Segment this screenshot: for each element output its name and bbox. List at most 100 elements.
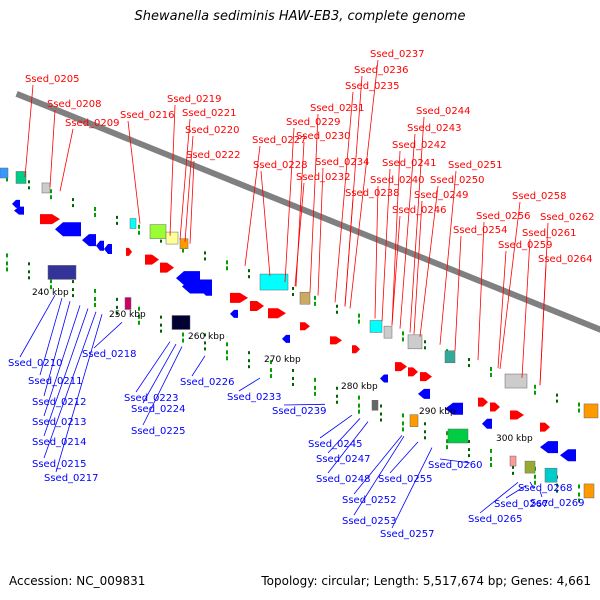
track-dot [402, 337, 404, 342]
track-dot [116, 311, 118, 315]
track-dot [446, 445, 448, 450]
gene-label: Ssed_0239 [272, 406, 327, 417]
track-dot [578, 408, 580, 413]
gene-label: Ssed_0220 [185, 125, 240, 136]
rna-feature [47, 265, 77, 280]
label-leaders [19, 59, 549, 529]
gene-label: Ssed_0261 [522, 228, 577, 239]
track-dot [424, 422, 426, 426]
track-dot [358, 395, 360, 400]
rna-feature [124, 297, 132, 310]
rna-feature [129, 218, 137, 229]
rna-feature [171, 315, 191, 330]
track-dot [116, 297, 118, 301]
track-dot [556, 399, 558, 403]
gene-label: Ssed_0233 [227, 392, 282, 403]
gene-label: Ssed_0244 [416, 106, 471, 117]
track-dot [50, 189, 52, 194]
gene-label: Ssed_0235 [345, 81, 400, 92]
rna-feature [583, 403, 599, 419]
track-dot [446, 439, 448, 444]
leader-line [413, 200, 423, 335]
track-dot [204, 333, 206, 337]
track-dot [28, 276, 30, 280]
track-dot [490, 462, 492, 467]
gene-label: Ssed_0245 [308, 439, 363, 450]
gene-label: Ssed_0238 [345, 188, 400, 199]
gene-feature [420, 372, 432, 382]
gene-feature [560, 449, 576, 462]
leader-line [353, 435, 403, 495]
track-dot [6, 253, 8, 258]
track-dot [468, 448, 470, 452]
track-dot [6, 267, 8, 272]
leader-line [142, 343, 177, 404]
track-dot [534, 474, 536, 479]
gene-feature [145, 254, 159, 265]
rna-feature [369, 320, 383, 333]
leader-line [389, 441, 419, 474]
gene-label: Ssed_0260 [428, 460, 483, 471]
track-dot [556, 483, 558, 487]
track-dot [402, 427, 404, 432]
track-dot [72, 198, 74, 202]
leader-line [497, 250, 507, 369]
rna-feature [299, 291, 311, 305]
track-dot [248, 365, 250, 369]
track-dot [468, 454, 470, 458]
rna-feature [504, 373, 528, 389]
track-dot [358, 409, 360, 414]
rna-feature [165, 231, 179, 245]
topology-text: Topology: circular; Length: 5,517,674 bp… [261, 574, 591, 588]
scale-labels: 240 kbp 250 kbp 260 kbp 270 kbp 280 kbp 290 k… [32, 288, 533, 444]
track-dot [72, 280, 74, 284]
gene-label: Ssed_0212 [32, 397, 87, 408]
gene-feature [55, 222, 81, 237]
gene-label: Ssed_0256 [476, 211, 531, 222]
gene-feature [82, 234, 96, 247]
track-dot [116, 221, 118, 225]
leader-line [184, 135, 194, 242]
track-dot [160, 315, 162, 319]
track-dot [182, 338, 184, 343]
leader-line [505, 485, 527, 499]
gene-feature [482, 418, 492, 429]
gene-label: Ssed_0240 [370, 175, 425, 186]
track-dot [490, 366, 492, 371]
track-dot [336, 304, 338, 308]
gene-label: Ssed_0247 [316, 454, 371, 465]
track-dot [402, 421, 404, 426]
leader-line [55, 314, 103, 473]
scale-label: 260 kbp [188, 332, 225, 342]
rna-feature [444, 350, 456, 364]
track-dot [424, 340, 426, 344]
leader-line [439, 458, 471, 464]
track-dot [314, 377, 316, 382]
track-dot [292, 368, 294, 372]
track-dot [204, 251, 206, 255]
track-dot [138, 320, 140, 325]
gene-label: Ssed_0264 [538, 254, 593, 265]
leader-line [260, 170, 271, 277]
gene-label: Ssed_0251 [448, 160, 503, 171]
leader-line [399, 133, 416, 329]
gene-label: Ssed_0236 [354, 65, 409, 76]
gene-feature [510, 410, 524, 420]
track-dot [314, 295, 316, 300]
gene-label: Ssed_0205 [25, 74, 80, 85]
rna-feature [179, 238, 189, 249]
track-dot [248, 269, 250, 273]
track-dot [358, 313, 360, 318]
scale-label: 270 kbp [264, 355, 301, 365]
track-dot [424, 430, 426, 434]
gene-label: Ssed_0242 [392, 140, 447, 151]
leader-line [24, 84, 34, 178]
track-dot [204, 341, 206, 345]
gene-feature [96, 240, 104, 251]
track-dot [94, 302, 96, 307]
gene-feature [540, 422, 550, 432]
gene-label: Ssed_0231 [310, 103, 365, 114]
rna-feature [447, 428, 469, 444]
track-dot [72, 294, 74, 298]
